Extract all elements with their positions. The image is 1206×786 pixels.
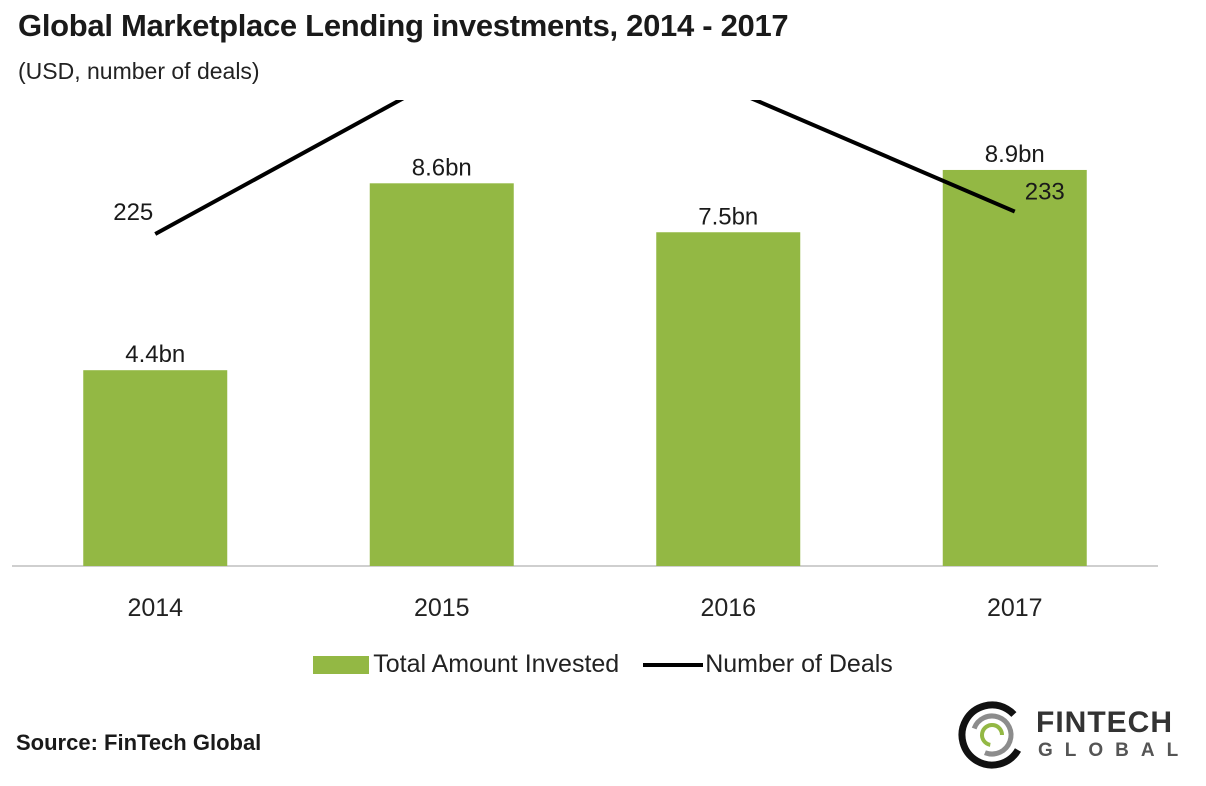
source-note: Source: FinTech Global <box>16 730 262 755</box>
logo-word-fintech: FINTECH <box>1036 706 1173 739</box>
bar-2016 <box>656 232 801 566</box>
legend-label-line: Number of Deals <box>705 650 893 678</box>
fintech-global-logo: FINTECH GLOBAL <box>956 700 1196 770</box>
chart-plot: 4.4bn 8.6bn 7.5bn 8.9bn 2014 2015 2016 2017 225 2… <box>12 100 1158 622</box>
legend-label-bars: Total Amount Invested <box>373 650 620 678</box>
x-tick-label-2016: 2016 <box>700 594 756 622</box>
chart-legend: Total Amount Invested Number of Deals <box>0 650 1206 679</box>
x-tick-label-2014: 2014 <box>127 594 183 622</box>
legend-bar-swatch <box>313 655 370 674</box>
logo-word-global: GLOBAL <box>1038 740 1191 761</box>
legend-item-bars: Total Amount Invested <box>313 650 619 679</box>
bar-label-2017: 8.9bn <box>985 141 1045 168</box>
line-label-2014: 225 <box>113 199 153 226</box>
bar-2015 <box>369 183 514 567</box>
bar-2017 <box>942 169 1087 566</box>
chart-title: Global Marketplace Lending investments, … <box>18 8 789 43</box>
legend-line-swatch <box>643 662 704 667</box>
bar-2014 <box>83 370 228 566</box>
chart-subtitle: (USD, number of deals) <box>18 58 260 84</box>
line-label-2017: 233 <box>1025 179 1065 206</box>
logo-ring-icon <box>958 701 1026 769</box>
x-tick-label-2015: 2015 <box>414 594 470 622</box>
bar-label-2016: 7.5bn <box>698 203 758 230</box>
bar-label-2015: 8.6bn <box>412 154 472 181</box>
x-tick-label-2017: 2017 <box>987 594 1043 622</box>
legend-item-line: Number of Deals <box>643 650 893 679</box>
bar-label-2014: 4.4bn <box>125 341 185 368</box>
line-number-of-deals <box>154 100 1016 236</box>
